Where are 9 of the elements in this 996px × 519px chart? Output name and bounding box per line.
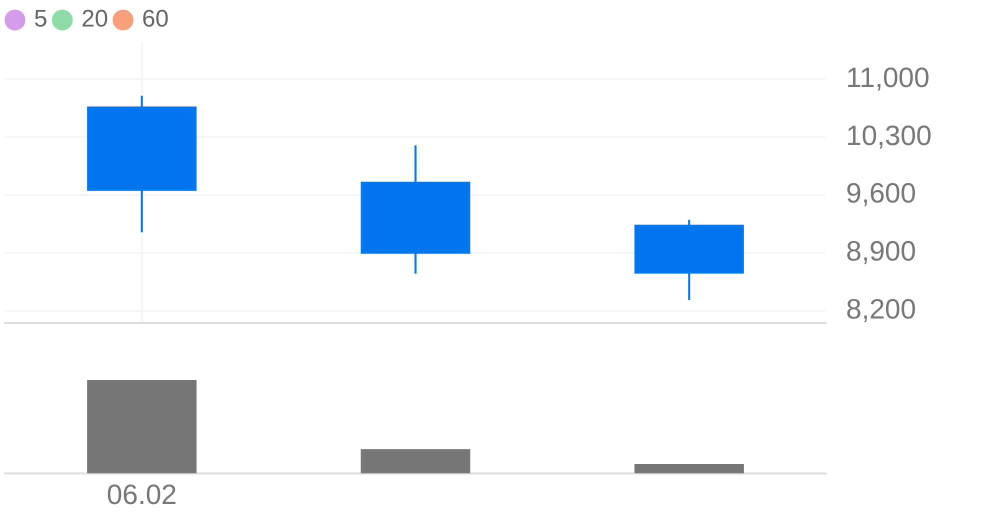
y-tick-label: 9,600 [846,178,916,209]
y-tick-label: 11,000 [846,62,930,93]
legend-label: 60 [142,6,169,33]
legend-label: 20 [81,6,108,33]
legend-label: 5 [34,6,48,33]
x-tick-label: 06.02 [106,478,177,510]
y-tick-label: 10,300 [846,120,932,151]
y-tick-label: 8,200 [846,294,916,325]
y-tick-label: 8,900 [846,236,916,267]
